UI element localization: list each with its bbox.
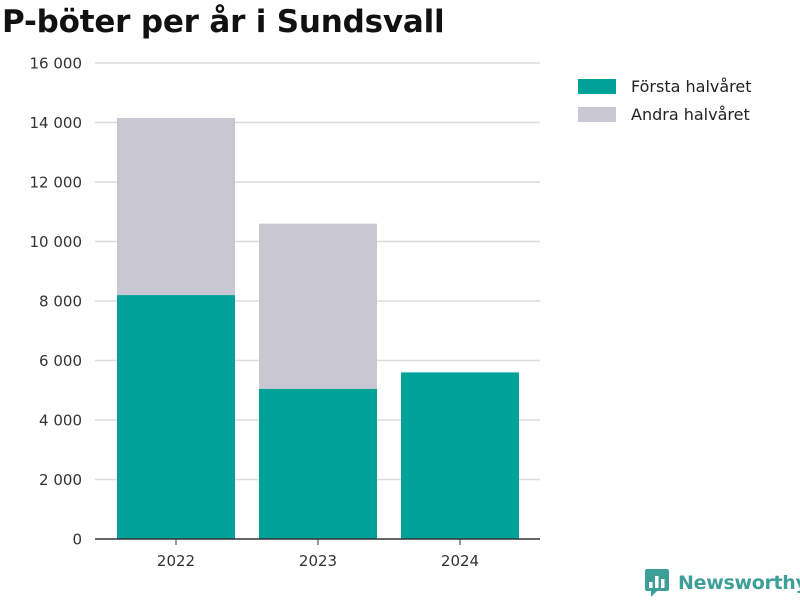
- legend-label-first-half: Första halvåret: [631, 76, 752, 96]
- chart-title: P-böter per år i Sundsvall: [2, 4, 445, 40]
- bar-2023-series-0[interactable]: [259, 388, 377, 539]
- bar-2022-series-0[interactable]: [117, 295, 235, 539]
- y-tick-label: 0: [72, 531, 82, 549]
- y-tick-label: 8 000: [39, 293, 82, 311]
- brand-name: Newsworthy: [678, 572, 800, 594]
- legend-item-second-half[interactable]: Andra halvåret: [578, 100, 752, 128]
- legend-swatch-first-half: [578, 78, 616, 94]
- y-tick-label: 4 000: [39, 412, 82, 430]
- bar-2023-series-1[interactable]: [259, 223, 377, 389]
- legend-item-first-half[interactable]: Första halvåret: [578, 72, 752, 100]
- x-tick-label: 2024: [441, 552, 479, 570]
- bar-chart-speech-bubble-icon: [645, 569, 669, 597]
- legend-label-second-half: Andra halvåret: [631, 104, 750, 124]
- y-tick-label: 16 000: [30, 55, 83, 73]
- y-tick-label: 12 000: [30, 174, 83, 192]
- y-tick-label: 6 000: [39, 352, 82, 370]
- axes: 0 2 000 4 000 6 000 8 000 10 000 12 000 14 000 1…: [30, 55, 540, 570]
- x-tick-label: 2023: [299, 552, 337, 570]
- y-tick-label: 2 000: [39, 471, 82, 489]
- bar-2024-series-0[interactable]: [401, 372, 519, 539]
- brand-logo[interactable]: Newsworthy: [644, 568, 800, 598]
- y-tick-label: 14 000: [30, 114, 83, 132]
- bars: [117, 118, 519, 539]
- y-tick-label: 10 000: [30, 233, 83, 251]
- legend: Första halvåret Andra halvåret: [578, 72, 752, 128]
- bar-2022-series-1[interactable]: [117, 118, 235, 296]
- legend-swatch-second-half: [578, 106, 616, 122]
- x-tick-label: 2022: [157, 552, 195, 570]
